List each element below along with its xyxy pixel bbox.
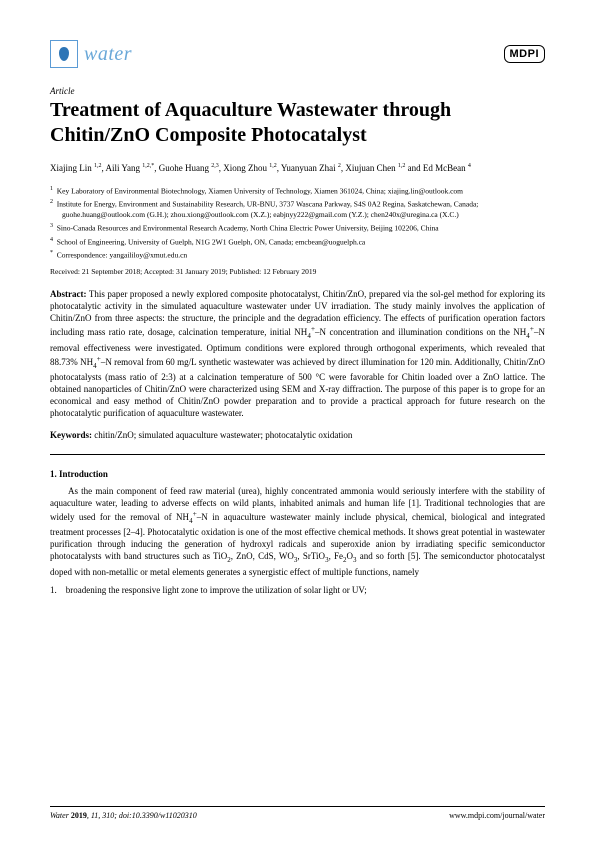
keywords-text: chitin/ZnO; simulated aquaculture wastew…	[94, 430, 352, 440]
page-title: Treatment of Aquaculture Wastewater thro…	[50, 98, 545, 148]
abstract: Abstract: This paper proposed a newly ex…	[50, 288, 545, 420]
article-type: Article	[50, 86, 545, 96]
affiliations-block: 1 Key Laboratory of Environmental Biotec…	[50, 185, 545, 261]
publication-dates: Received: 21 September 2018; Accepted: 3…	[50, 267, 545, 276]
author-list: Xiajing Lin 1,2, Aili Yang 1,2,*, Guohe …	[50, 162, 545, 175]
affiliation: 1 Key Laboratory of Environmental Biotec…	[50, 185, 545, 197]
keywords-label: Keywords:	[50, 430, 92, 440]
abstract-text: This paper proposed a newly explored com…	[50, 289, 545, 418]
section-heading: 1. Introduction	[50, 469, 545, 479]
affiliation: 4 School of Engineering, University of G…	[50, 236, 545, 248]
footer-citation: Water 2019, 11, 310; doi:10.3390/w110203…	[50, 811, 197, 820]
keywords: Keywords: chitin/ZnO; simulated aquacult…	[50, 429, 545, 441]
separator	[50, 454, 545, 455]
affiliation: * Correspondence: yangaililoy@xmut.edu.c…	[50, 249, 545, 261]
affiliation: 2 Institute for Energy, Environment and …	[50, 198, 545, 220]
header: water MDPI	[50, 40, 545, 68]
body-paragraph: As the main component of feed raw materi…	[50, 485, 545, 578]
publisher-logo: MDPI	[504, 45, 546, 63]
footer-url: www.mdpi.com/journal/water	[449, 811, 545, 820]
journal-name: water	[84, 43, 132, 66]
water-drop-icon	[50, 40, 78, 68]
list-item: 1. broadening the responsive light zone …	[50, 584, 545, 596]
abstract-label: Abstract:	[50, 289, 87, 299]
footer: Water 2019, 11, 310; doi:10.3390/w110203…	[50, 806, 545, 820]
affiliation: 3 Sino-Canada Resources and Environmenta…	[50, 222, 545, 234]
journal-logo: water	[50, 40, 132, 68]
